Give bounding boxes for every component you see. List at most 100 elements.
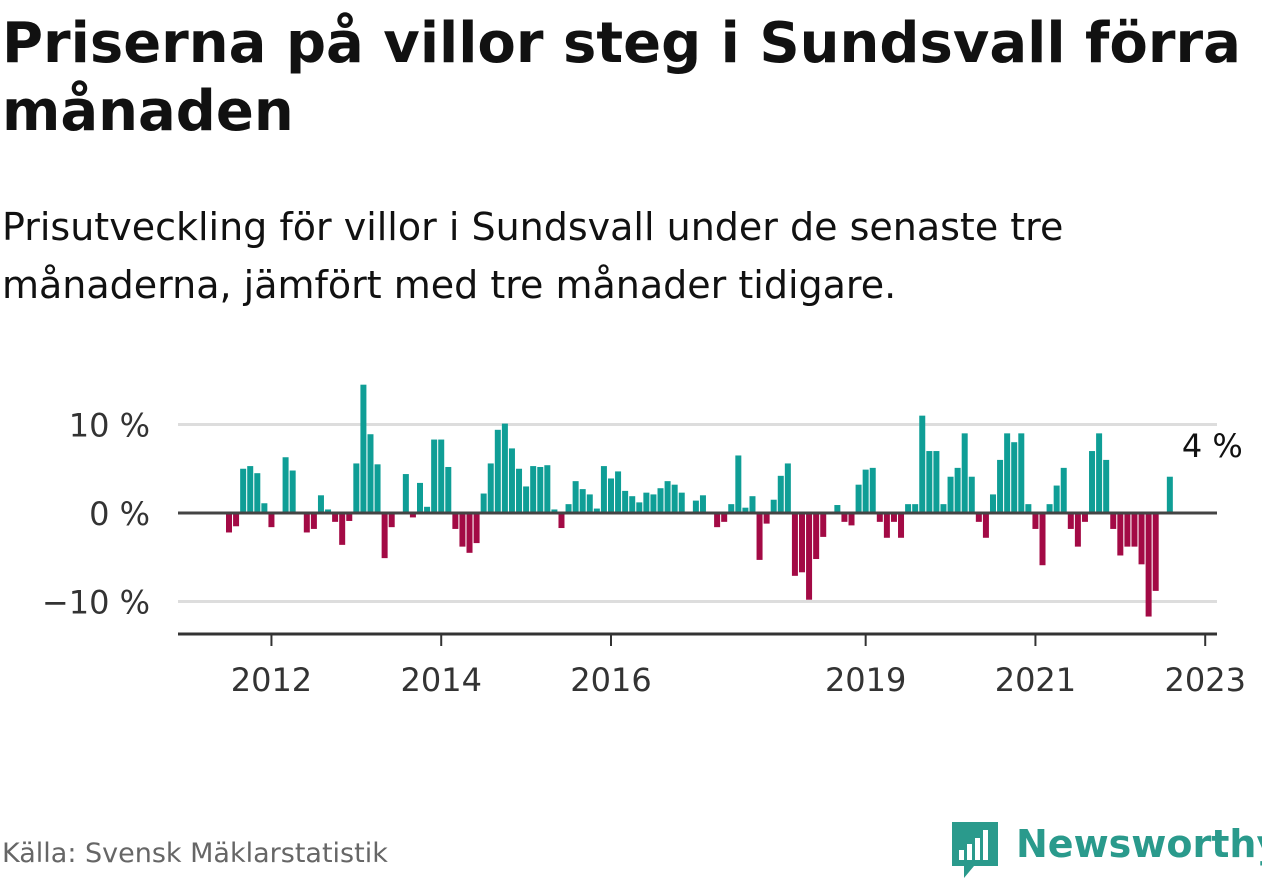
bar xyxy=(1060,467,1067,513)
newsworthy-logo[interactable]: Newsworthy xyxy=(950,818,1262,878)
bar xyxy=(636,502,643,513)
y-tick-label: 10 % xyxy=(69,407,150,445)
bar xyxy=(445,466,452,513)
bar xyxy=(1117,513,1124,556)
bar xyxy=(261,503,268,513)
bar xyxy=(756,513,763,560)
bar xyxy=(834,505,841,513)
chart-subtitle: Prisutveckling för villor i Sundsvall un… xyxy=(2,205,1064,307)
bar xyxy=(968,476,975,513)
bar xyxy=(940,504,947,513)
bar xyxy=(905,504,912,513)
bar xyxy=(798,513,805,573)
bar xyxy=(431,439,438,513)
bar xyxy=(982,513,989,538)
bar xyxy=(459,513,466,547)
bar xyxy=(1138,513,1145,565)
bar xyxy=(530,466,537,513)
bar xyxy=(989,494,996,513)
x-tick-label: 2012 xyxy=(231,661,312,699)
bar-series xyxy=(226,384,1173,617)
gridlines xyxy=(178,423,1217,603)
bar xyxy=(254,473,261,513)
bar xyxy=(714,513,721,528)
bar xyxy=(1145,513,1152,617)
bar xyxy=(735,455,742,513)
x-tick-label: 2023 xyxy=(1164,661,1245,699)
bar xyxy=(310,513,317,529)
bar xyxy=(813,513,820,560)
bar xyxy=(883,513,890,538)
bar xyxy=(240,468,247,513)
bar xyxy=(1096,433,1103,513)
x-tick-label: 2014 xyxy=(401,661,482,699)
bar xyxy=(862,469,869,513)
bar xyxy=(1004,433,1011,513)
bar xyxy=(615,471,622,513)
bar xyxy=(374,464,381,513)
bar xyxy=(480,493,487,513)
chart-title: Priserna på villor steg i Sundsvall förr… xyxy=(2,11,1241,144)
y-tick-label: 0 % xyxy=(89,495,150,533)
bar xyxy=(600,466,607,513)
bar xyxy=(360,384,367,513)
bar xyxy=(523,486,530,513)
bar xyxy=(325,509,332,513)
bar xyxy=(353,463,360,513)
bar xyxy=(1103,459,1110,513)
bar xyxy=(417,482,423,513)
bar xyxy=(367,434,374,513)
bar xyxy=(671,484,678,513)
bar xyxy=(954,467,961,513)
bar xyxy=(1152,513,1159,591)
bar xyxy=(629,496,636,513)
bar xyxy=(622,490,629,514)
bar xyxy=(791,513,798,576)
bar xyxy=(226,513,232,533)
bar xyxy=(933,451,940,513)
bar xyxy=(1046,504,1053,513)
bar xyxy=(1131,513,1138,547)
bar xyxy=(409,513,416,518)
axes xyxy=(178,511,1217,646)
bar xyxy=(508,448,515,513)
bar xyxy=(1081,513,1088,522)
bar xyxy=(268,513,275,528)
bar xyxy=(912,504,919,513)
bar xyxy=(339,513,346,545)
bar xyxy=(1074,513,1081,547)
bar xyxy=(282,457,289,513)
bar xyxy=(424,506,431,513)
bar xyxy=(1124,513,1131,547)
bar xyxy=(749,496,756,513)
bar xyxy=(579,489,586,513)
bar xyxy=(572,481,579,513)
bar xyxy=(664,481,671,513)
bar xyxy=(997,459,1004,513)
bar xyxy=(608,478,614,513)
bar xyxy=(855,484,862,513)
bar xyxy=(381,513,388,559)
bar xyxy=(346,513,353,521)
bar xyxy=(586,494,593,513)
bar xyxy=(926,451,933,513)
bar xyxy=(721,513,728,522)
bar xyxy=(692,500,699,513)
bar xyxy=(1039,513,1046,566)
bar xyxy=(402,474,409,513)
bar xyxy=(544,465,551,513)
bar xyxy=(961,433,968,513)
bar xyxy=(1011,442,1018,513)
bar xyxy=(473,513,480,544)
bar xyxy=(516,468,523,513)
bar xyxy=(438,439,445,513)
bar xyxy=(1110,513,1117,529)
bar xyxy=(551,509,558,513)
bar xyxy=(388,513,395,528)
bar xyxy=(303,513,310,533)
bar xyxy=(806,513,813,600)
bar xyxy=(975,513,982,522)
bar xyxy=(1166,476,1173,513)
bar xyxy=(643,492,650,513)
bar xyxy=(770,499,777,513)
